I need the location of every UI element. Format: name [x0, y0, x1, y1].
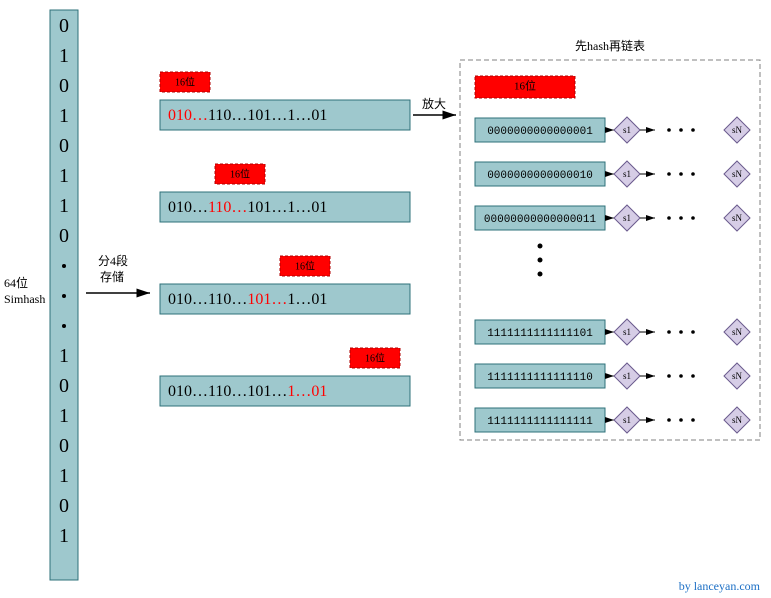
segment-bits: 010…110…101…1…01	[168, 383, 327, 400]
chain-label: sN	[732, 213, 743, 223]
col-bit: 1	[59, 195, 69, 217]
chain-dots	[667, 172, 671, 176]
col-bit: 0	[59, 375, 69, 397]
chain-dots	[679, 374, 683, 378]
chain-label: s1	[623, 125, 631, 135]
segment-bits: 010…110…101…1…01	[168, 199, 327, 216]
chain-dots	[691, 172, 695, 176]
chain-label: sN	[732, 169, 743, 179]
segment-tag-label: 16位	[175, 75, 195, 88]
col-bit: 0	[59, 435, 69, 457]
chain-label: s1	[623, 327, 631, 337]
col-bit: 1	[59, 165, 69, 187]
chain-dots	[679, 128, 683, 132]
chain-dots	[691, 374, 695, 378]
col-bit: 1	[59, 45, 69, 67]
segment-tag-label: 16位	[230, 167, 250, 180]
hash-row-text: 1111111111111111	[487, 416, 593, 428]
col-bit: 0	[59, 495, 69, 517]
chain-dots	[667, 330, 671, 334]
chain-dots	[691, 330, 695, 334]
hash-vdots	[538, 244, 543, 249]
segment-bits: 010…110…101…1…01	[168, 291, 327, 308]
col-bit: 1	[59, 465, 69, 487]
hash-row-text: 0000000000000001	[487, 126, 593, 138]
col-dot	[62, 294, 66, 298]
chain-dots	[691, 216, 695, 220]
hashbox-tag-label: 16位	[514, 79, 536, 93]
chain-dots	[679, 418, 683, 422]
chain-label: sN	[732, 327, 743, 337]
col-bit: 0	[59, 15, 69, 37]
hash-row-text: 00000000000000011	[484, 214, 597, 226]
chain-dots	[679, 216, 683, 220]
arrow1-label1: 分4段	[98, 253, 128, 268]
col-dot	[62, 324, 66, 328]
chain-dots	[667, 418, 671, 422]
col-dot	[62, 264, 66, 268]
hash-vdots	[538, 258, 543, 263]
simhash-label-1: 64位	[4, 275, 28, 290]
col-bit: 0	[59, 135, 69, 157]
chain-label: sN	[732, 371, 743, 381]
segment-tag-label: 16位	[295, 259, 315, 272]
chain-label: sN	[732, 125, 743, 135]
chain-dots	[667, 216, 671, 220]
chain-dots	[679, 330, 683, 334]
segment-bits: 010…110…101…1…01	[168, 107, 327, 124]
chain-dots	[667, 128, 671, 132]
arrow1-label2: 存储	[100, 269, 124, 284]
hash-row-text: 0000000000000010	[487, 170, 593, 182]
arrow2-label: 放大	[422, 96, 446, 111]
hash-row-text: 1111111111111110	[487, 372, 593, 384]
hashbox-title: 先hash再链表	[575, 38, 645, 53]
hash-vdots	[538, 272, 543, 277]
col-bit: 0	[59, 225, 69, 247]
chain-dots	[667, 374, 671, 378]
chain-label: s1	[623, 371, 631, 381]
attribution: by lanceyan.com	[679, 579, 761, 593]
chain-label: s1	[623, 213, 631, 223]
chain-label: s1	[623, 415, 631, 425]
col-bit: 1	[59, 405, 69, 427]
segment-tag-label: 16位	[365, 351, 385, 364]
col-bit: 1	[59, 345, 69, 367]
chain-label: s1	[623, 169, 631, 179]
chain-label: sN	[732, 415, 743, 425]
chain-dots	[691, 418, 695, 422]
col-bit: 1	[59, 525, 69, 547]
chain-dots	[679, 172, 683, 176]
hash-row-text: 1111111111111101	[487, 328, 593, 340]
col-bit: 1	[59, 105, 69, 127]
col-bit: 0	[59, 75, 69, 97]
chain-dots	[691, 128, 695, 132]
simhash-label-2: Simhash	[4, 292, 45, 306]
